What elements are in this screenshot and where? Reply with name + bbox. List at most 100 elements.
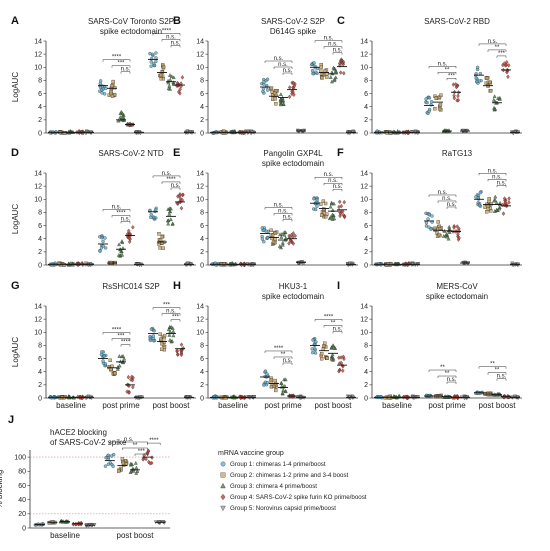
x-category-label: post boost	[153, 401, 191, 410]
data-point	[167, 212, 172, 216]
significance-label: ****	[112, 328, 122, 334]
x-category-label: post boost	[479, 401, 517, 410]
data-point	[330, 212, 335, 217]
legend-marker	[220, 493, 226, 501]
data-point	[315, 198, 319, 202]
data-point	[330, 79, 334, 84]
significance-label: n.s.	[442, 196, 452, 202]
data-point	[322, 344, 326, 348]
data-point	[288, 238, 293, 243]
data-point	[455, 224, 459, 229]
data-point	[126, 228, 131, 234]
y-tick-label: 80	[18, 469, 26, 476]
data-point	[437, 232, 441, 237]
data-point	[427, 96, 432, 100]
data-point	[319, 202, 323, 206]
data-point	[319, 69, 323, 73]
data-point	[502, 61, 507, 66]
y-axis-label: LogAUC	[11, 204, 20, 234]
data-point	[311, 338, 315, 342]
significance-label: n.s.	[324, 36, 334, 42]
significance-label: n.s.	[333, 48, 343, 54]
significance-bracket	[428, 369, 457, 373]
panel-title: MERS-CoV	[436, 282, 478, 291]
data-point	[102, 354, 106, 358]
data-point	[159, 337, 163, 341]
data-point	[437, 224, 442, 229]
data-point	[310, 350, 315, 355]
data-point	[102, 92, 107, 96]
significance-bracket	[170, 187, 181, 190]
data-point	[487, 197, 491, 201]
data-point	[167, 333, 172, 337]
significance-bracket	[487, 372, 507, 375]
data-point	[426, 217, 430, 221]
data-point	[485, 76, 489, 80]
y-tick-label: 4	[38, 104, 42, 111]
data-point	[126, 374, 131, 380]
data-point	[106, 453, 110, 457]
x-category-label: baseline	[50, 531, 80, 540]
data-point	[117, 469, 121, 473]
data-point	[323, 201, 328, 206]
data-point	[100, 350, 104, 354]
data-point	[270, 233, 275, 238]
data-point	[108, 358, 112, 363]
data-point	[502, 196, 507, 201]
significance-bracket	[282, 362, 293, 365]
significance-label: n.s.	[274, 56, 284, 62]
data-point	[168, 329, 173, 334]
significance-bracket	[264, 60, 293, 63]
significance-bracket	[496, 185, 507, 188]
data-point	[119, 354, 124, 359]
x-category-label: post prime	[102, 401, 140, 410]
significance-label: ***	[138, 449, 146, 455]
data-point	[312, 197, 316, 201]
significance-bracket	[332, 188, 343, 192]
data-point	[110, 83, 114, 88]
data-point	[278, 92, 283, 96]
y-tick-label: 4	[364, 236, 368, 243]
data-point	[340, 209, 345, 214]
data-point	[325, 75, 329, 79]
data-point	[160, 347, 164, 352]
x-category-label: baseline	[56, 401, 86, 410]
significance-bracket	[170, 45, 181, 48]
significance-bracket	[446, 206, 457, 209]
data-point	[492, 198, 497, 203]
y-tick-label: 4	[200, 104, 204, 111]
data-point	[283, 236, 288, 240]
data-point	[99, 352, 104, 357]
data-point	[109, 91, 113, 96]
data-point	[320, 213, 324, 217]
significance-bracket	[282, 72, 293, 75]
significance-bracket	[437, 375, 457, 379]
data-point	[278, 232, 282, 237]
data-point	[454, 82, 458, 87]
y-tick-label: 6	[200, 223, 204, 230]
y-tick-label: 4	[200, 369, 204, 376]
significance-label: n.s.	[492, 174, 502, 180]
data-point	[281, 98, 286, 102]
y-tick-label: 12	[34, 316, 42, 323]
y-tick-label: 14	[196, 303, 204, 310]
data-point	[118, 253, 123, 258]
significance-bracket	[152, 307, 181, 310]
data-point	[427, 213, 432, 217]
significance-label: n.s.	[328, 42, 338, 48]
data-point	[478, 190, 483, 195]
data-point	[131, 468, 136, 473]
data-point	[475, 65, 480, 70]
y-tick-label: 2	[200, 249, 204, 256]
data-point	[478, 71, 483, 76]
data-point	[161, 246, 165, 250]
data-point	[333, 68, 338, 73]
data-point	[98, 249, 102, 253]
data-point	[223, 396, 228, 400]
y-tick-label: 4	[364, 104, 368, 111]
data-point	[131, 384, 135, 390]
data-point	[310, 62, 314, 67]
